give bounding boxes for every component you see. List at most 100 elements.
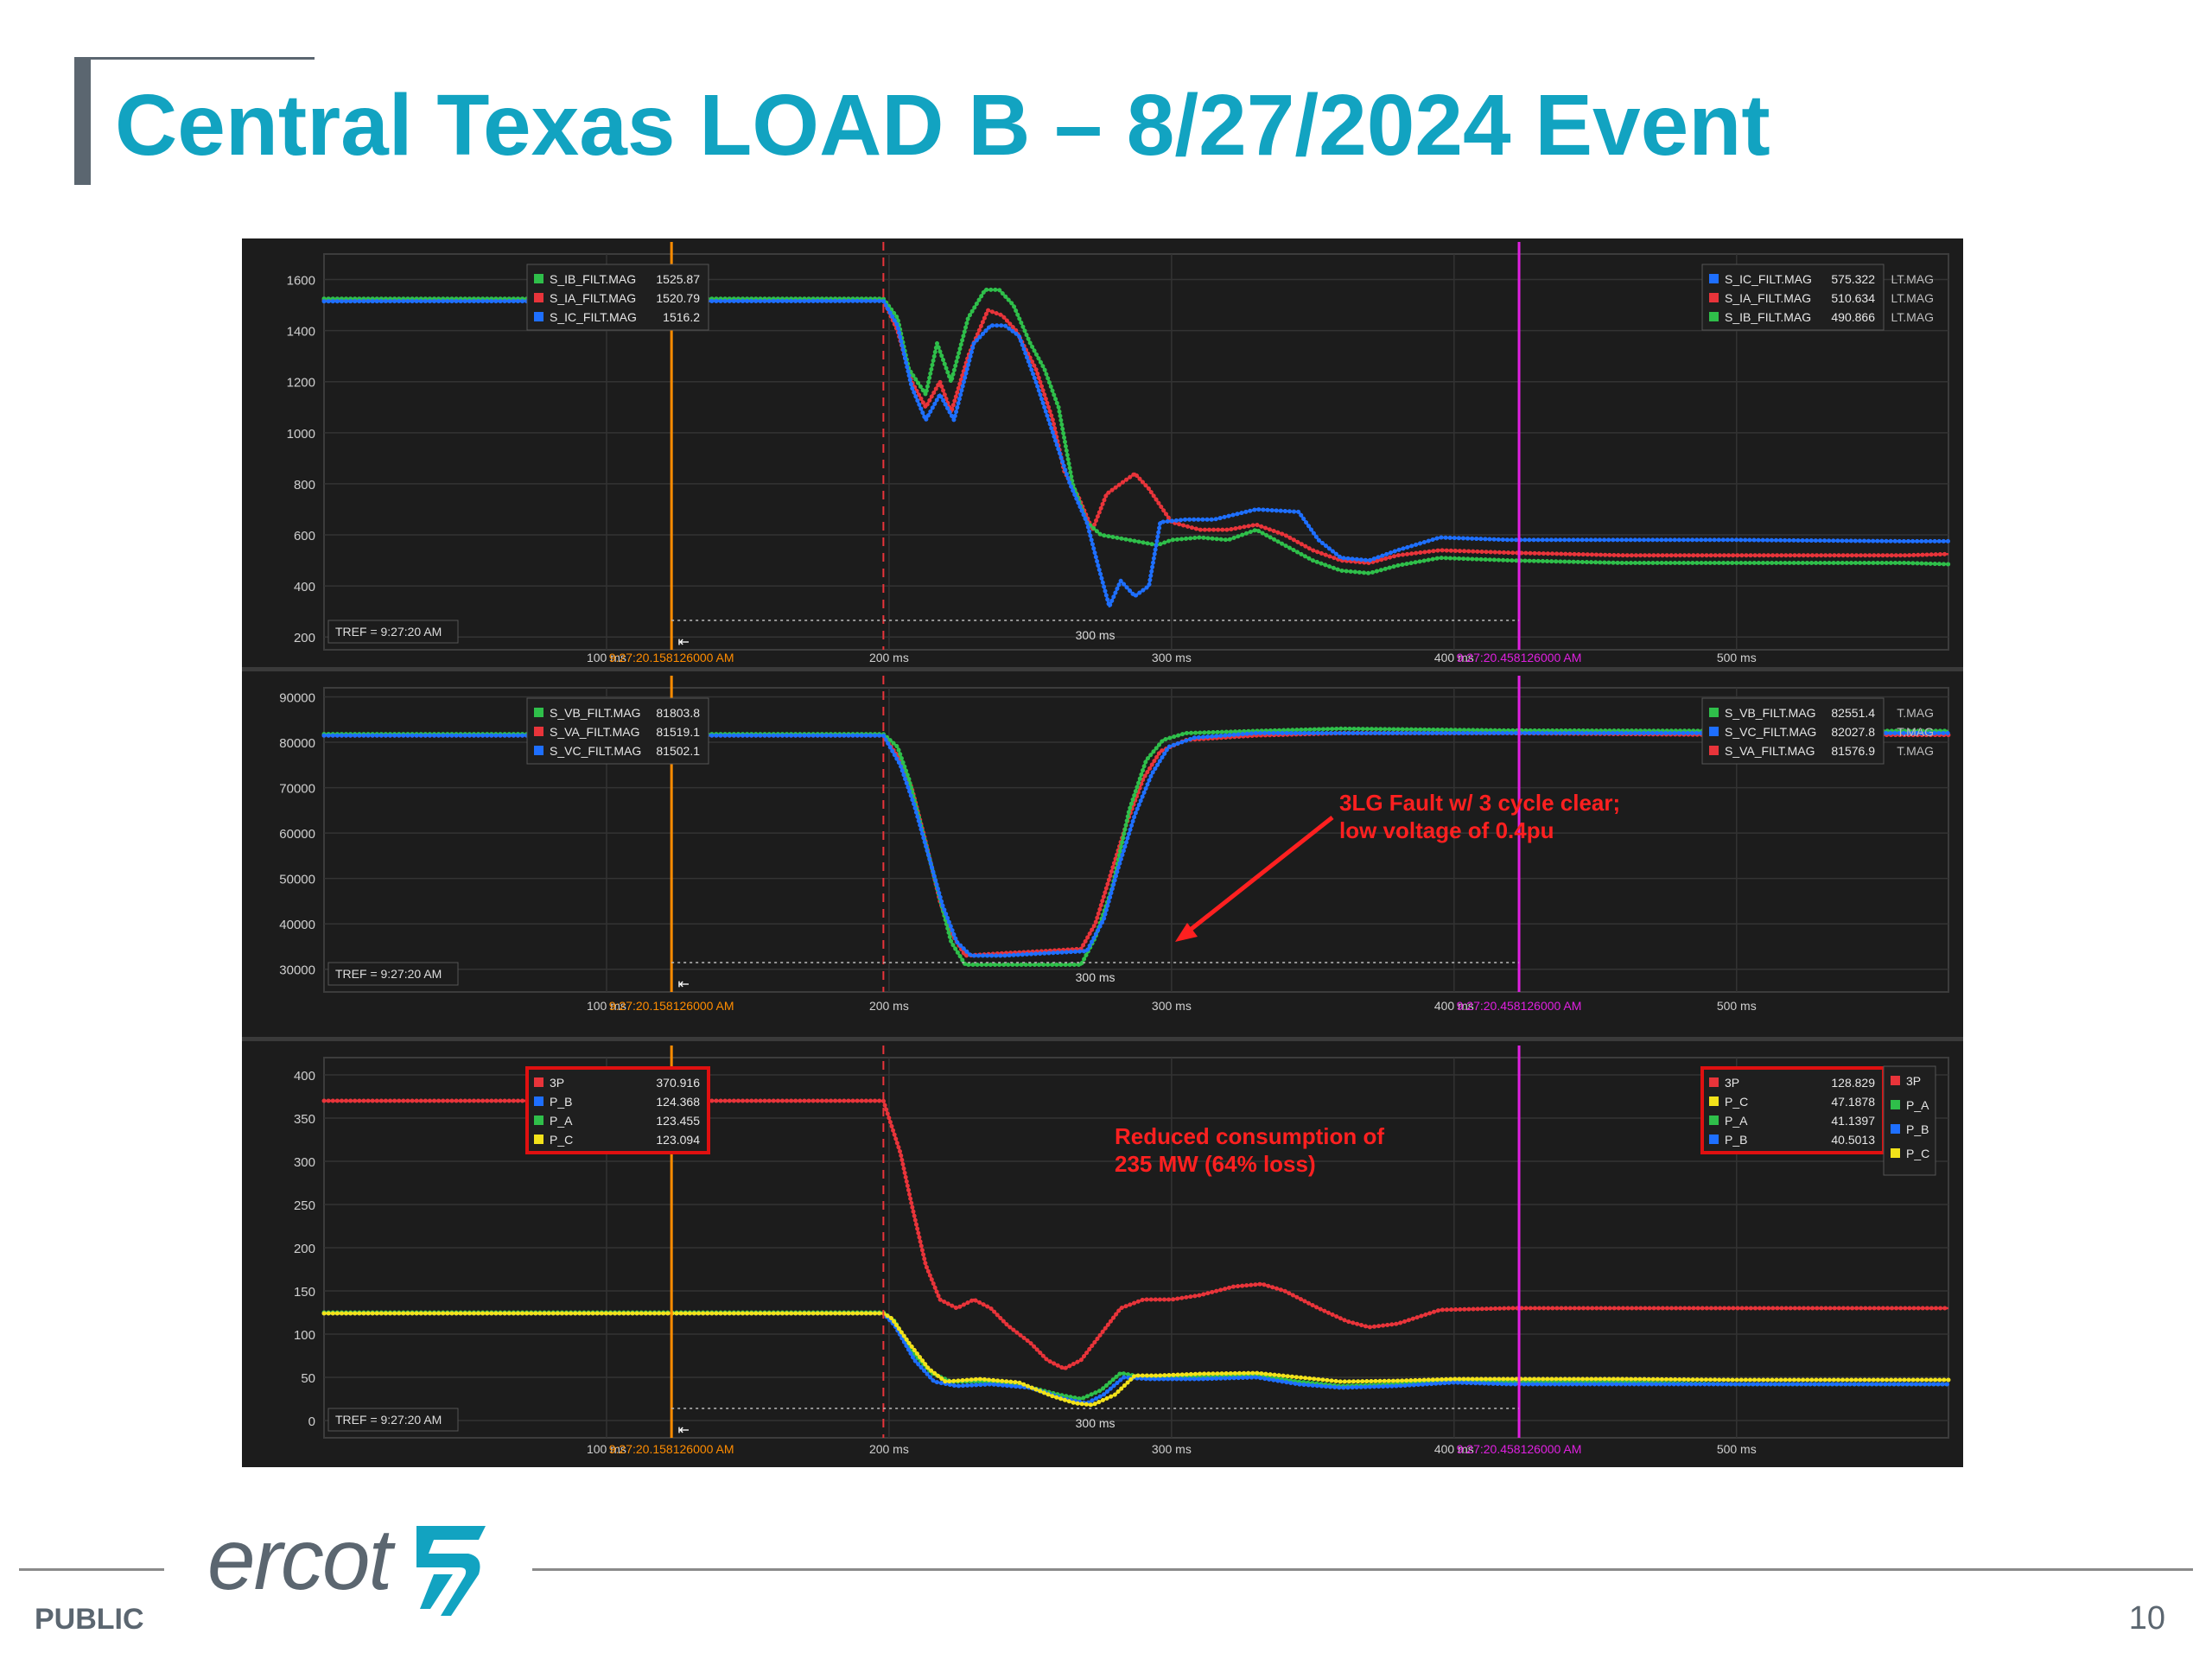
- legend-series-name: S_VA_FILT.MAG: [1725, 744, 1815, 758]
- y-tick-label: 70000: [279, 782, 315, 797]
- x-tick-label: 100 ms: [587, 999, 626, 1013]
- tref-box: [327, 1408, 459, 1432]
- legend-value: 128.829: [1831, 1076, 1875, 1090]
- footer-rule-left: [19, 1568, 164, 1571]
- series-legend-name: P_A: [1906, 1098, 1929, 1112]
- legend-series-name: S_IA_FILT.MAG: [1725, 291, 1811, 305]
- span-label: 300 ms: [1076, 628, 1116, 642]
- legend-truncated-label: LT.MAG: [1891, 310, 1934, 324]
- y-tick-label: 200: [294, 1242, 315, 1256]
- legend-swatch: [1709, 312, 1719, 321]
- legend-series-name: S_IB_FILT.MAG: [550, 272, 636, 286]
- legend-series-name: 3P: [1725, 1076, 1739, 1090]
- legend-swatch: [534, 312, 543, 321]
- legend-swatch: [534, 274, 543, 283]
- plot-area-frame: [323, 687, 1949, 993]
- y-tick-label: 80000: [279, 736, 315, 751]
- chart-panel-current: 200 400 600 800 1000 1200 1400 1600 100 ms 200 ms…: [242, 238, 1963, 674]
- legend-swatch: [534, 1096, 543, 1106]
- legend-swatch: [534, 1116, 543, 1125]
- y-tick-label: 1200: [287, 376, 315, 391]
- legend-series-name: S_VB_FILT.MAG: [1725, 706, 1816, 720]
- span-arrow-icon: ⇤: [677, 977, 689, 992]
- legend-swatch: [534, 727, 543, 736]
- ercot-logo-mark-icon: [416, 1526, 486, 1616]
- y-tick-label: 200: [294, 631, 315, 645]
- title-accent-bar: [74, 57, 91, 185]
- x-tick-label: 100 ms: [587, 651, 626, 664]
- legend-value: 1525.87: [656, 272, 700, 286]
- tref-label: TREF = 9:27:20 AM: [335, 1413, 442, 1427]
- legend-truncated-label: T.MAG: [1897, 725, 1934, 739]
- legend-swatch: [534, 1077, 543, 1087]
- legend-value: 82551.4: [1831, 706, 1875, 720]
- legend-series-name: S_VC_FILT.MAG: [1725, 725, 1816, 739]
- tref-box: [327, 962, 459, 986]
- x-tick-label: 100 ms: [587, 1442, 626, 1456]
- legend-truncated-label: T.MAG: [1897, 744, 1934, 758]
- legend-series-name: S_VC_FILT.MAG: [550, 744, 641, 758]
- legend-swatch: [1709, 1116, 1719, 1125]
- legend-value: 1520.79: [656, 291, 700, 305]
- legend-series-name: 3P: [550, 1076, 564, 1090]
- cursor-left-label: 9:27:20.158126000 AM: [609, 1442, 734, 1456]
- legend-box: [1701, 264, 1885, 331]
- page-title: Central Texas LOAD B – 8/27/2024 Event: [115, 77, 1770, 174]
- plot-area-frame: [323, 253, 1949, 651]
- legend-value: 370.916: [656, 1076, 700, 1090]
- tref-label: TREF = 9:27:20 AM: [335, 967, 442, 981]
- legend-series-name: S_IC_FILT.MAG: [1725, 272, 1812, 286]
- legend-box: [526, 697, 709, 765]
- series-legend: 3P P_A P_B P_C: [1883, 1065, 1936, 1176]
- legend: S_IB_FILT.MAG 1525.87 S_IA_FILT.MAG 1520.79…: [526, 264, 709, 331]
- tref-box: [327, 620, 459, 644]
- y-tick-label: 60000: [279, 827, 315, 842]
- legend-swatch: [1709, 274, 1719, 283]
- series-line-S_IB_FILT.MAG: [324, 289, 1949, 575]
- legend-value: 47.1878: [1831, 1095, 1875, 1109]
- legend-series-name: P_B: [550, 1095, 572, 1109]
- legend-value: 82027.8: [1831, 725, 1875, 739]
- y-tick-label: 1600: [287, 274, 315, 289]
- series-legend-swatch: [1891, 1124, 1900, 1134]
- title-accent-rule: [74, 57, 315, 60]
- legend: S_IC_FILT.MAG 575.322 LT.MAG S_IA_FILT.MAG 5…: [1701, 264, 1934, 331]
- x-tick-label: 200 ms: [869, 651, 909, 664]
- cursor-left-label: 9:27:20.158126000 AM: [609, 651, 734, 664]
- legend-value: 575.322: [1831, 272, 1875, 286]
- legend-truncated-label: LT.MAG: [1891, 291, 1934, 305]
- legend-series-name: P_C: [550, 1133, 573, 1147]
- legend-series-name: P_A: [550, 1114, 573, 1128]
- legend-value: 123.094: [656, 1133, 700, 1147]
- annotation-arrow: [1182, 816, 1334, 937]
- legend-series-name: P_A: [1725, 1114, 1748, 1128]
- series-line-S_VC_FILT.MAG: [324, 732, 1948, 957]
- legend-swatch: [1709, 1135, 1719, 1144]
- legend-value: 81519.1: [656, 725, 700, 739]
- legend-swatch: [1709, 293, 1719, 302]
- legend-swatch: [1709, 746, 1719, 755]
- span-arrow-icon: ⇤: [677, 1423, 689, 1438]
- y-tick-label: 300: [294, 1155, 315, 1170]
- series-legend-swatch: [1891, 1148, 1900, 1158]
- x-tick-label: 300 ms: [1152, 1442, 1192, 1456]
- x-tick-label: 500 ms: [1717, 1442, 1757, 1456]
- cursor-right-label: 9:27:20.458126000 AM: [1457, 999, 1582, 1013]
- legend-box: [1700, 1066, 1885, 1154]
- legend-box: [1701, 697, 1885, 765]
- series-legend-name: 3P: [1906, 1074, 1921, 1088]
- panel-separator: [242, 1037, 1963, 1041]
- x-tick-label: 200 ms: [869, 1442, 909, 1456]
- legend: S_VB_FILT.MAG 81803.8 S_VA_FILT.MAG 81519.1…: [526, 697, 709, 765]
- y-tick-label: 800: [294, 478, 315, 493]
- y-tick-label: 350: [294, 1112, 315, 1127]
- y-tick-label: 150: [294, 1285, 315, 1300]
- chart-panel-power: 0 50 100 150 200 250 300 350 400 100 ms 200 ms 300 …: [242, 1037, 1963, 1465]
- series-line-P_C: [324, 1312, 1948, 1407]
- legend-value: 1516.2: [663, 310, 700, 324]
- annotation-text: Reduced consumption of: [1115, 1123, 1384, 1149]
- legend-series-name: P_C: [1725, 1095, 1748, 1109]
- panel-separator: [242, 667, 1963, 671]
- footer-public-label: PUBLIC: [35, 1603, 144, 1636]
- series-line-P_B: [324, 1312, 1948, 1405]
